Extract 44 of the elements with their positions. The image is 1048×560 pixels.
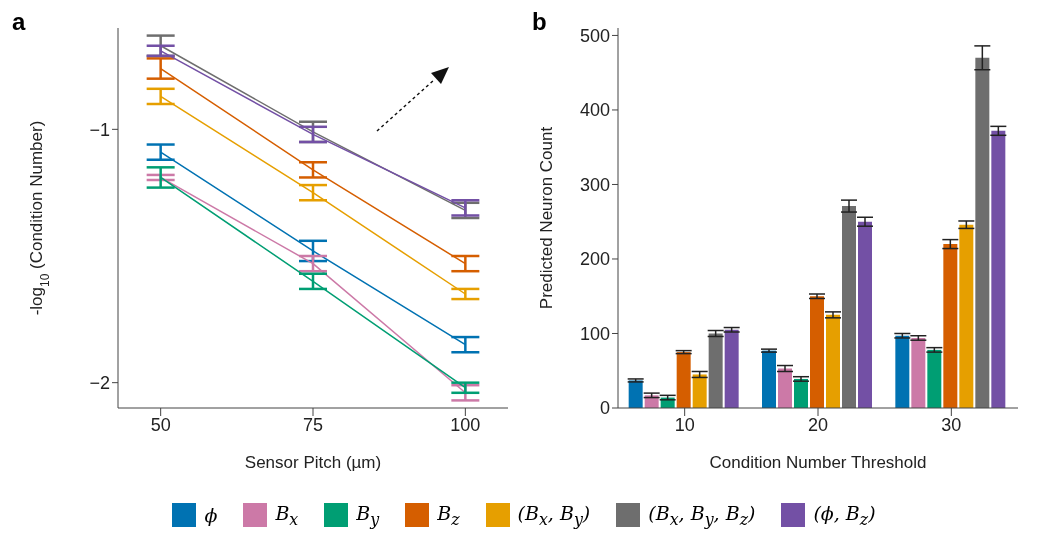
y-tick-label: 100 xyxy=(579,323,610,344)
x-axis-title: Condition Number Threshold xyxy=(709,453,927,472)
x-tick-label: 100 xyxy=(450,414,481,435)
bar xyxy=(628,380,643,408)
bar xyxy=(826,314,840,408)
bar xyxy=(975,57,990,408)
x-tick-label: 30 xyxy=(941,414,962,435)
y-tick-label: 400 xyxy=(579,100,610,121)
legend-label: (ϕ, B$_{z}$) xyxy=(813,502,876,529)
bar xyxy=(911,337,926,408)
legend-label: (B$_{x}$, B$_{y}$, B$_{z}$) xyxy=(648,502,756,529)
x-axis-title: Sensor Pitch (µm) xyxy=(244,453,382,472)
chart-title: b xyxy=(532,8,547,36)
bar xyxy=(692,374,707,408)
y-tick-label: −2 xyxy=(89,373,110,394)
legend-label: (B$_{x}$, B$_{y}$) xyxy=(517,502,591,529)
legend-label: ϕ xyxy=(204,504,218,527)
y-axis-title: Predicted Neuron Count xyxy=(537,126,556,310)
bar xyxy=(959,224,974,408)
bar xyxy=(778,368,792,408)
bar xyxy=(676,352,691,408)
bar xyxy=(858,221,872,408)
bar xyxy=(895,335,910,408)
y-tick-label: −1 xyxy=(89,119,110,140)
bar xyxy=(991,130,1006,408)
bar xyxy=(708,333,723,408)
x-tick-label: 50 xyxy=(150,414,171,435)
bar xyxy=(943,244,958,408)
y-tick-label: 300 xyxy=(579,174,610,195)
bar xyxy=(842,206,856,408)
legend-label: B$_{x}$ xyxy=(275,502,299,529)
y-tick-label: 0 xyxy=(599,398,610,419)
y-tick-label: 500 xyxy=(579,25,610,46)
y-tick-label: 200 xyxy=(579,249,610,270)
x-tick-label: 20 xyxy=(807,414,829,435)
chart-title: a xyxy=(12,8,26,36)
bar xyxy=(927,349,942,408)
bar xyxy=(724,329,739,408)
x-tick-label: 10 xyxy=(674,414,695,435)
bar xyxy=(762,350,776,408)
x-tick-label: 75 xyxy=(302,414,324,435)
legend-label: B$_{z}$ xyxy=(437,502,460,529)
bar xyxy=(810,296,824,408)
legend-label: B$_{y}$ xyxy=(356,502,380,529)
